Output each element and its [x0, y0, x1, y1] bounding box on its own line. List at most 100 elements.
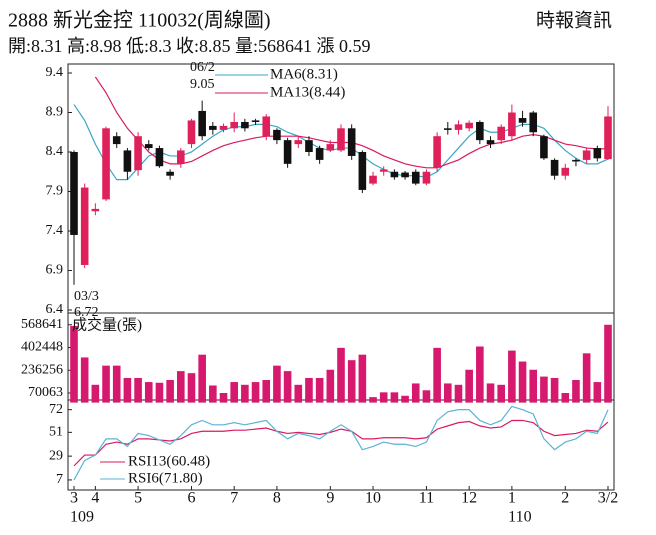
volume-bar	[508, 350, 516, 403]
volume-bar	[454, 384, 463, 403]
candle-body	[540, 136, 548, 159]
volume-bar	[198, 354, 206, 403]
legend-label: RSI6(71.80)	[128, 470, 203, 486]
volume-bar	[465, 369, 473, 403]
candle-body	[379, 169, 388, 172]
volume-bar	[187, 373, 196, 403]
volume-bar	[358, 354, 367, 403]
volume-bar	[294, 384, 303, 403]
candle-body	[198, 110, 206, 137]
candle-body	[465, 122, 473, 129]
candle-body	[166, 171, 174, 176]
volume-bar	[476, 346, 484, 403]
y-tick-label: 6.9	[46, 263, 64, 278]
candle-body	[315, 148, 324, 160]
volume-bar	[305, 377, 313, 403]
candle-body	[529, 112, 538, 133]
y-tick-label: 8.9	[46, 105, 64, 120]
candle-body	[550, 159, 559, 176]
candle-body	[326, 144, 335, 151]
candle-body	[209, 125, 217, 130]
volume-bar	[411, 383, 420, 403]
candle-body	[144, 144, 153, 149]
candle-body	[401, 172, 409, 178]
candle-body	[230, 121, 238, 129]
candle-body	[508, 112, 516, 137]
y-tick-label: 29	[49, 448, 63, 463]
x-tick-label: 3	[70, 490, 78, 507]
x-tick-label: 4	[91, 490, 99, 507]
volume-bar	[273, 365, 281, 403]
volume-bar	[369, 397, 377, 403]
candle-body	[273, 129, 281, 141]
volume-bar	[315, 377, 324, 403]
candle-body	[604, 116, 612, 160]
x-tick-label: 8	[273, 490, 281, 507]
volume-bar	[486, 383, 495, 403]
subtitle: 開:8.31 高:8.98 低:8.3 收:8.85 量:568641 漲 0.…	[8, 36, 371, 56]
volume-bar	[166, 380, 174, 403]
y-tick-label: 7.9	[46, 184, 64, 199]
legend-label: RSI13(60.48)	[128, 453, 210, 469]
candle-body	[337, 128, 345, 151]
y-tick-label: 6.4	[46, 302, 64, 317]
candle-body	[251, 120, 260, 122]
volume-bar	[102, 365, 110, 403]
x-year-label: 110	[508, 509, 531, 526]
x-tick-label: 1	[508, 490, 516, 507]
volume-bar	[70, 325, 78, 403]
annotation: 9.05	[190, 77, 215, 92]
x-tick-label: 9	[326, 490, 334, 507]
y-tick-label: 568641	[21, 317, 63, 332]
candle-body	[112, 136, 121, 145]
x-year-label: 109	[70, 509, 94, 526]
volume-bar	[604, 324, 612, 403]
volume-bar	[347, 360, 356, 403]
volume-bar	[593, 382, 602, 403]
candle-body	[177, 150, 185, 164]
x-tick-label: 11	[419, 490, 434, 507]
candle-body	[582, 150, 591, 160]
candle-body	[561, 167, 570, 176]
volume-bar	[497, 384, 505, 403]
candle-body	[444, 128, 452, 130]
volume-bar	[337, 347, 345, 403]
y-tick-label: 236256	[21, 362, 63, 377]
y-tick-label: 72	[49, 402, 63, 417]
legend-label: MA13(8.44)	[270, 84, 345, 100]
volume-bar	[326, 369, 335, 403]
y-tick-label: 9.4	[46, 65, 64, 80]
x-tick-label: 7	[230, 490, 238, 507]
volume-bar	[241, 384, 249, 403]
volume-bar	[444, 383, 452, 403]
candle-body	[80, 187, 89, 265]
candle-body	[305, 140, 313, 152]
candle-body	[134, 136, 142, 171]
volume-bar	[262, 380, 271, 403]
volume-bar	[422, 390, 431, 403]
rsi-line	[73, 405, 609, 481]
rsi-line	[73, 419, 609, 467]
volume-bar	[177, 371, 185, 403]
annotation: 06/2	[190, 60, 215, 75]
candle-body	[294, 140, 303, 145]
plot-frame	[67, 63, 615, 491]
volume-bar	[283, 371, 292, 403]
volume-bar	[433, 347, 441, 403]
volume-bar	[112, 365, 121, 403]
y-tick-label: 7.4	[46, 223, 64, 238]
volume-bar	[155, 382, 164, 403]
candle-body	[454, 124, 463, 130]
candle-body	[572, 159, 580, 162]
candle-body	[518, 118, 527, 123]
x-tick-label: 12	[461, 490, 477, 507]
y-tick-label: 70063	[28, 385, 63, 400]
volume-bar	[209, 385, 217, 403]
volume-bar	[518, 361, 527, 403]
candle-body	[433, 136, 441, 168]
candle-body	[262, 116, 271, 137]
y-tick-label: 402448	[21, 340, 63, 355]
y-tick-label: 7	[56, 472, 63, 487]
legend-label: MA6(8.31)	[270, 66, 338, 82]
